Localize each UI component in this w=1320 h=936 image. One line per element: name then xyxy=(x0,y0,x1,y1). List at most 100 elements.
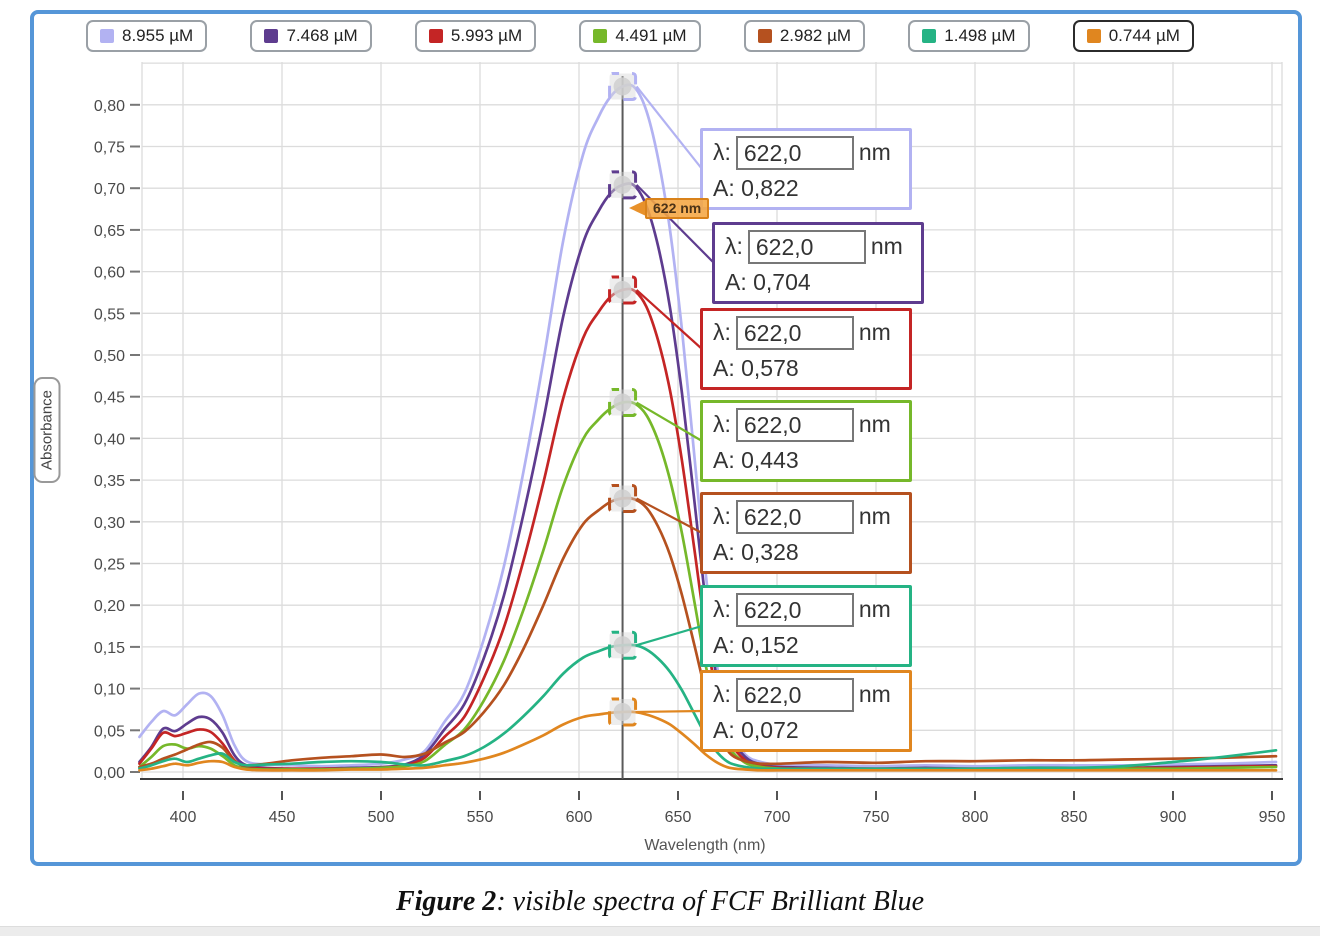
absorbance-value: A: 0,443 xyxy=(713,447,799,473)
peak-marker-blob xyxy=(613,702,632,721)
lambda-value-input[interactable]: 622,0 xyxy=(735,136,854,170)
absorbance-value: A: 0,704 xyxy=(725,269,811,295)
callout-leader-line xyxy=(636,401,703,442)
y-tick-label: 0,70 xyxy=(94,181,125,198)
peak-marker-blob xyxy=(613,175,632,194)
legend: 8.955 µM 7.468 µM 5.993 µM 4.491 µM 2.982 µM… xyxy=(86,20,1194,52)
peak-marker[interactable] xyxy=(608,630,638,660)
legend-label: 4.491 µM xyxy=(615,26,687,45)
y-tick-label: 0,60 xyxy=(94,265,125,282)
y-tick-label: 0,25 xyxy=(94,557,125,574)
figure-caption: Figure 2: visible spectra of FCF Brillia… xyxy=(0,886,1320,918)
peak-callout-3[interactable]: λ: 622,0 nm A: 0,578 xyxy=(700,308,912,390)
y-tick-label: 0,40 xyxy=(94,431,125,448)
legend-item-4[interactable]: 4.491 µM xyxy=(579,20,701,52)
lambda-label: λ: xyxy=(713,319,731,346)
legend-swatch-icon xyxy=(922,29,937,43)
cursor-wavelength-tag[interactable]: 622 nm xyxy=(645,198,710,219)
y-axis-title: Absorbance xyxy=(33,376,61,484)
legend-label: 0.744 µM xyxy=(1108,26,1180,45)
x-tick-label: 400 xyxy=(170,809,197,826)
legend-item-1[interactable]: 8.955 µM xyxy=(86,20,208,52)
nm-unit-label: nm xyxy=(870,233,903,260)
spectrum-curve-1 xyxy=(138,83,1278,768)
lambda-value-input[interactable]: 622,0 xyxy=(735,678,854,712)
lambda-label: λ: xyxy=(713,139,731,166)
legend-swatch-icon xyxy=(264,29,279,43)
figure-caption-label: Figure 2 xyxy=(395,886,497,917)
y-tick-label: 0,20 xyxy=(94,598,125,615)
x-axis-title: Wavelength (nm) xyxy=(644,837,766,854)
x-tick-label: 750 xyxy=(863,809,890,826)
cursor-arrow-icon xyxy=(629,200,646,216)
x-tick-label: 900 xyxy=(1160,809,1187,826)
legend-item-7[interactable]: 0.744 µM xyxy=(1072,20,1194,52)
y-tick-label: 0,80 xyxy=(94,98,125,115)
legend-item-5[interactable]: 2.982 µM xyxy=(743,20,866,52)
nm-unit-label: nm xyxy=(858,503,891,530)
x-tick-label: 800 xyxy=(962,809,989,826)
x-tick-label: 850 xyxy=(1061,809,1088,826)
legend-label: 2.982 µM xyxy=(779,26,852,45)
lambda-value-input[interactable]: 622,0 xyxy=(735,316,854,350)
nm-unit-label: nm xyxy=(858,681,891,708)
legend-item-6[interactable]: 1.498 µM xyxy=(908,20,1030,52)
peak-marker-blob xyxy=(613,489,632,508)
lambda-value-input[interactable]: 622,0 xyxy=(735,593,854,627)
peak-callout-6[interactable]: λ: 622,0 nm A: 0,152 xyxy=(700,585,912,667)
absorbance-value: A: 0,152 xyxy=(713,632,799,658)
peak-marker[interactable] xyxy=(608,483,638,513)
page-bottom-strip xyxy=(0,926,1320,936)
y-tick-label: 0,75 xyxy=(94,140,125,157)
y-tick-label: 0,00 xyxy=(94,765,125,782)
peak-callout-1[interactable]: λ: 622,0 nm A: 0,822 xyxy=(700,128,912,210)
legend-label: 5.993 µM xyxy=(450,26,523,45)
x-tick-label: 600 xyxy=(566,809,593,826)
legend-swatch-icon xyxy=(100,29,114,43)
peak-marker-blob xyxy=(613,280,632,299)
peak-callout-2[interactable]: λ: 622,0 nm A: 0,704 xyxy=(712,222,924,304)
absorbance-value: A: 0,822 xyxy=(713,175,799,201)
peak-callout-5[interactable]: λ: 622,0 nm A: 0,328 xyxy=(700,492,912,574)
lambda-value-input[interactable]: 622,0 xyxy=(735,408,854,442)
nm-unit-label: nm xyxy=(858,596,891,623)
peak-marker[interactable] xyxy=(608,275,638,305)
peak-marker-blob xyxy=(613,77,632,96)
absorbance-value: A: 0,072 xyxy=(713,717,799,743)
callout-leader-line xyxy=(635,289,703,350)
legend-item-2[interactable]: 7.468 µM xyxy=(250,20,372,52)
spectrum-curve-6 xyxy=(138,643,1278,771)
peak-marker[interactable] xyxy=(608,170,638,200)
lambda-value-input[interactable]: 622,0 xyxy=(735,500,854,534)
nm-unit-label: nm xyxy=(858,319,891,346)
peak-marker[interactable] xyxy=(608,71,638,101)
peak-callout-7[interactable]: λ: 622,0 nm A: 0,072 xyxy=(700,670,912,752)
figure-caption-text: : visible spectra of FCF Brilliant Blue xyxy=(496,886,925,917)
x-tick-label: 450 xyxy=(269,809,296,826)
nm-unit-label: nm xyxy=(858,139,891,166)
legend-item-3[interactable]: 5.993 µM xyxy=(414,20,537,52)
x-tick-label: 650 xyxy=(665,809,692,826)
y-tick-label: 0,15 xyxy=(94,640,125,657)
legend-swatch-icon xyxy=(428,29,443,43)
y-tick-label: 0,05 xyxy=(94,723,125,740)
callout-leader-line xyxy=(636,624,703,647)
peak-marker[interactable] xyxy=(608,697,638,727)
legend-swatch-icon xyxy=(593,29,608,43)
spectrum-curve-7 xyxy=(138,710,1278,772)
peak-marker[interactable] xyxy=(608,388,638,418)
peak-callout-4[interactable]: λ: 622,0 nm A: 0,443 xyxy=(700,400,912,482)
lambda-label: λ: xyxy=(713,411,731,438)
callout-leader-line xyxy=(636,497,703,534)
lambda-value-input[interactable]: 622,0 xyxy=(747,230,866,264)
y-tick-label: 0,55 xyxy=(94,306,125,323)
callout-leader-line xyxy=(635,184,715,264)
lambda-label: λ: xyxy=(713,681,731,708)
legend-swatch-icon xyxy=(757,29,772,43)
legend-label: 1.498 µM xyxy=(944,26,1016,45)
lambda-label: λ: xyxy=(713,596,731,623)
legend-label: 8.955 µM xyxy=(122,26,194,45)
y-tick-label: 0,65 xyxy=(94,223,125,240)
lambda-label: λ: xyxy=(713,503,731,530)
